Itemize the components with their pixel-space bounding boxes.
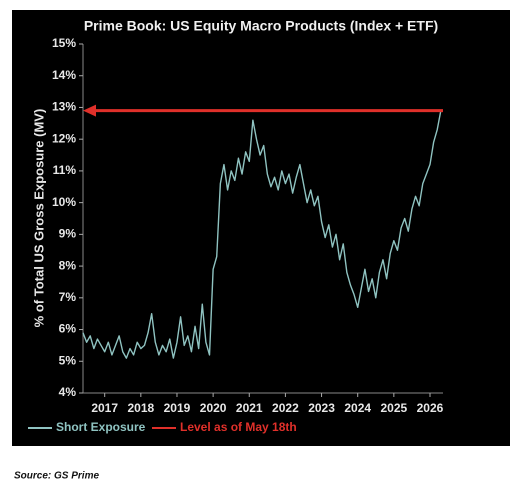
y-tick-label: 11% <box>53 163 77 177</box>
x-tick-label: 2021 <box>236 401 263 415</box>
x-tick-label: 2025 <box>380 401 407 415</box>
y-tick-label: 7% <box>59 290 77 304</box>
x-tick-label: 2020 <box>200 401 227 415</box>
y-tick-label: 13% <box>52 100 76 114</box>
y-tick-label: 8% <box>59 258 77 272</box>
x-tick-label: 2024 <box>344 401 371 415</box>
y-tick-label: 6% <box>59 322 77 336</box>
source-note: Source: GS Prime <box>14 471 99 482</box>
x-tick-label: 2023 <box>308 401 335 415</box>
x-tick-label: 2019 <box>164 401 191 415</box>
y-tick-label: 15% <box>52 36 76 50</box>
y-tick-label: 9% <box>59 227 77 241</box>
y-tick-label: 12% <box>52 131 76 145</box>
y-tick-label: 10% <box>52 195 76 209</box>
chart-title: Prime Book: US Equity Macro Products (In… <box>84 18 438 34</box>
data-line <box>82 110 442 359</box>
x-tick-label: 2017 <box>91 401 118 415</box>
y-tick-label: 14% <box>52 68 76 82</box>
x-tick-label: 2026 <box>417 401 444 415</box>
chart-background <box>12 10 510 446</box>
reference-arrowhead <box>83 104 96 117</box>
x-tick-label: 2022 <box>272 401 299 415</box>
y-tick-label: 4% <box>59 385 77 399</box>
legend-label: Short Exposure <box>56 420 146 434</box>
y-axis-title: % of Total US Gross Exposure (MV) <box>31 109 46 328</box>
x-tick-label: 2018 <box>127 401 154 415</box>
legend-label: Level as of May 18th <box>180 420 297 434</box>
y-tick-label: 5% <box>59 353 77 367</box>
